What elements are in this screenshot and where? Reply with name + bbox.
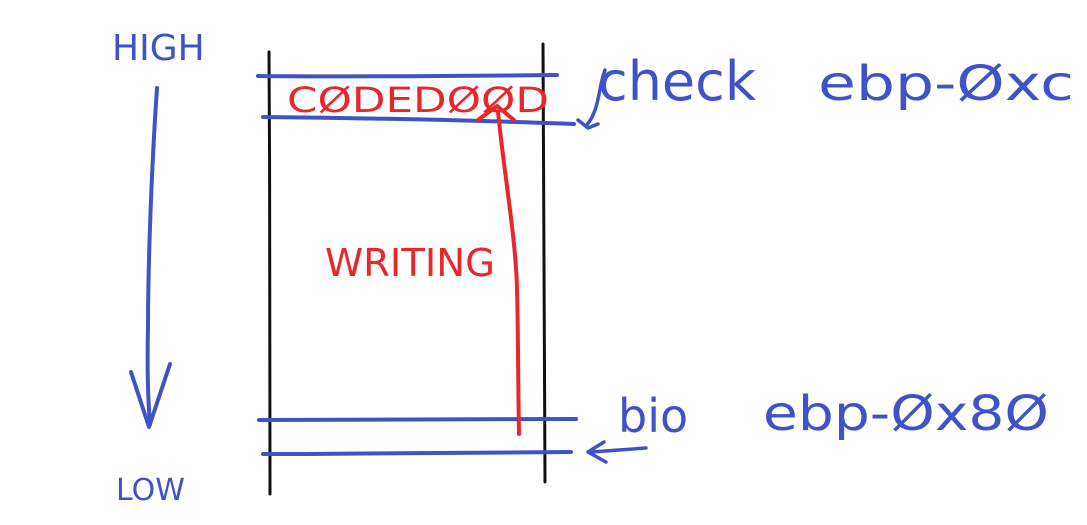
bio-label: bio — [618, 389, 688, 443]
low-label: LOW — [116, 473, 185, 508]
bio-slot-top-line — [257, 417, 578, 422]
check-label: check — [598, 50, 757, 113]
direction-arrowhead — [129, 362, 172, 429]
bio-offset-label: ebp-Øx8Ø — [763, 386, 1049, 442]
writing-arrow-shaft — [496, 110, 521, 436]
stack-frame — [267, 42, 547, 496]
stack-left-wall — [267, 50, 272, 496]
check-pointer — [576, 68, 607, 130]
check-offset-label: ebp-Øxc — [818, 56, 1074, 112]
bio-buffer-slot — [257, 417, 578, 456]
address-direction-arrow — [129, 86, 172, 429]
check-pointer-head — [576, 118, 600, 130]
writing-arrowhead — [476, 104, 516, 122]
stack-right-wall — [541, 42, 547, 484]
canary-slot — [256, 73, 576, 126]
canary-slot-bottom-line — [261, 115, 576, 126]
canary-slot-top-line — [256, 73, 559, 79]
high-label: HIGH — [112, 28, 205, 69]
check-pointer-curve — [584, 68, 607, 128]
direction-arrow-shaft — [145, 86, 159, 426]
bio-pointer-head — [586, 440, 608, 464]
writing-label: WRITING — [325, 241, 495, 285]
writing-arrow — [476, 104, 521, 436]
bio-slot-bottom-line — [261, 450, 573, 456]
bio-pointer-line — [588, 446, 648, 454]
bio-pointer — [586, 440, 648, 464]
